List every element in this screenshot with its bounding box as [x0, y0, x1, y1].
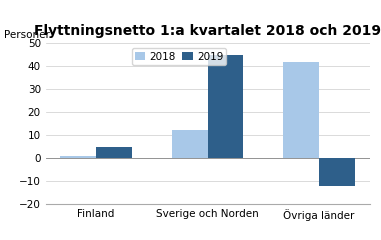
Text: Personer: Personer [3, 30, 50, 40]
Title: Flyttningsnetto 1:a kvartalet 2018 och 2019: Flyttningsnetto 1:a kvartalet 2018 och 2… [34, 24, 381, 38]
Bar [172, 131, 208, 158]
Bar [61, 156, 96, 158]
Bar [208, 55, 243, 158]
Bar [283, 62, 319, 158]
Legend: 2018, 2019: 2018, 2019 [132, 48, 226, 65]
Bar [319, 158, 355, 186]
Bar [96, 147, 132, 158]
